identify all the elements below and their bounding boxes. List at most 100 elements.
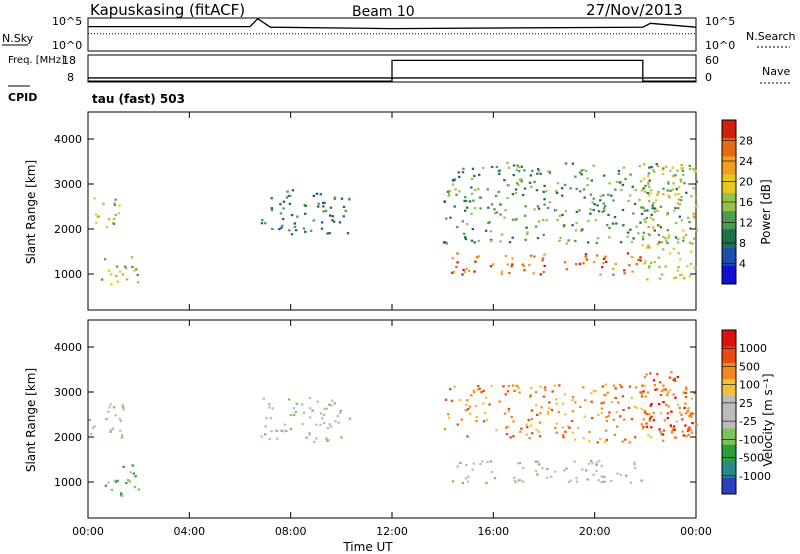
echo-cell	[343, 215, 345, 217]
echo-cell	[332, 215, 334, 217]
echo-cell	[471, 193, 473, 195]
echo-cell	[301, 403, 303, 405]
echo-cell	[544, 386, 546, 388]
echo-cell	[555, 398, 557, 400]
echo-cell	[555, 190, 557, 192]
echo-cell	[538, 221, 540, 223]
echo-cell	[466, 223, 468, 225]
echo-cell	[486, 461, 488, 463]
echo-cell	[331, 400, 333, 402]
echo-cell	[652, 227, 654, 229]
echo-cell	[634, 203, 636, 205]
echo-cell	[535, 461, 537, 463]
echo-cell	[451, 400, 453, 402]
echo-cell	[568, 427, 570, 429]
echo-cell	[295, 411, 297, 413]
echo-cell	[530, 387, 532, 389]
y-tick-label: 1000	[54, 268, 82, 281]
echo-cell	[652, 205, 654, 207]
echo-cell	[624, 272, 626, 274]
echo-cell	[115, 414, 117, 416]
echo-cell	[575, 222, 577, 224]
echo-cell	[685, 192, 687, 194]
echo-cell	[481, 460, 483, 462]
echo-cell	[115, 214, 117, 216]
echo-cell	[116, 480, 118, 482]
echo-cell	[590, 194, 592, 196]
echo-cell	[547, 207, 549, 209]
echo-cell	[680, 196, 682, 198]
echo-cell	[584, 399, 586, 401]
echo-cell	[577, 427, 579, 429]
freq-left-label: Freq. [MHz]	[8, 55, 65, 66]
y-tick-label: 1000	[54, 476, 82, 489]
echo-cell	[535, 226, 537, 228]
echo-cell	[646, 209, 648, 211]
echo-cell	[681, 274, 683, 276]
echo-cell	[511, 257, 513, 259]
colorbar-tick-label: 25	[739, 397, 753, 410]
echo-cell	[349, 418, 351, 420]
y-tick-label: 3000	[54, 178, 82, 191]
velocity-colorbar-label: Velocity [m s⁻¹]	[761, 373, 775, 466]
echo-cell	[452, 183, 454, 185]
echo-cell	[600, 412, 602, 414]
echo-cell	[644, 185, 646, 187]
echo-cell	[639, 222, 641, 224]
echo-cell	[675, 277, 677, 279]
echo-cell	[530, 394, 532, 396]
echo-cell	[457, 424, 459, 426]
echo-cell	[138, 488, 140, 490]
echo-cell	[629, 386, 631, 388]
echo-cell	[601, 475, 603, 477]
echo-cell	[598, 460, 600, 462]
echo-cell	[533, 272, 535, 274]
echo-cell	[137, 281, 139, 283]
echo-cell	[263, 398, 265, 400]
echo-cell	[658, 234, 660, 236]
echo-cell	[575, 477, 577, 479]
echo-cell	[476, 416, 478, 418]
echo-cell	[328, 423, 330, 425]
echo-cell	[604, 256, 606, 258]
echo-cell	[616, 181, 618, 183]
echo-cell	[488, 221, 490, 223]
echo-cell	[566, 242, 568, 244]
echo-cell	[561, 187, 563, 189]
echo-cell	[591, 462, 593, 464]
echo-cell	[468, 270, 470, 272]
echo-cell	[649, 420, 651, 422]
echo-cell	[653, 379, 655, 381]
y-tick-label: 3000	[54, 386, 82, 399]
echo-cell	[513, 174, 515, 176]
echo-cell	[630, 397, 632, 399]
echo-cell	[648, 413, 650, 415]
echo-cell	[677, 238, 679, 240]
echo-cell	[656, 373, 658, 375]
echo-cell	[650, 189, 652, 191]
echo-cell	[603, 258, 605, 260]
echo-cell	[677, 266, 679, 268]
echo-cell	[282, 207, 284, 209]
echo-cell	[471, 469, 473, 471]
echo-cell	[508, 385, 510, 387]
echo-cell	[693, 238, 695, 240]
echo-cell	[640, 408, 642, 410]
echo-cell	[572, 163, 574, 165]
echo-cell	[654, 261, 656, 263]
echo-cell	[608, 236, 610, 238]
echo-cell	[576, 211, 578, 213]
echo-cell	[535, 470, 537, 472]
echo-cell	[583, 437, 585, 439]
echo-cell	[677, 202, 679, 204]
echo-cell	[310, 230, 312, 232]
echo-cell	[665, 404, 667, 406]
echo-cell	[622, 209, 624, 211]
echo-cell	[677, 207, 679, 209]
echo-cell	[634, 406, 636, 408]
echo-cell	[568, 481, 570, 483]
echo-cell	[666, 189, 668, 191]
echo-cell	[673, 429, 675, 431]
echo-cell	[494, 477, 496, 479]
echo-cell	[623, 419, 625, 421]
